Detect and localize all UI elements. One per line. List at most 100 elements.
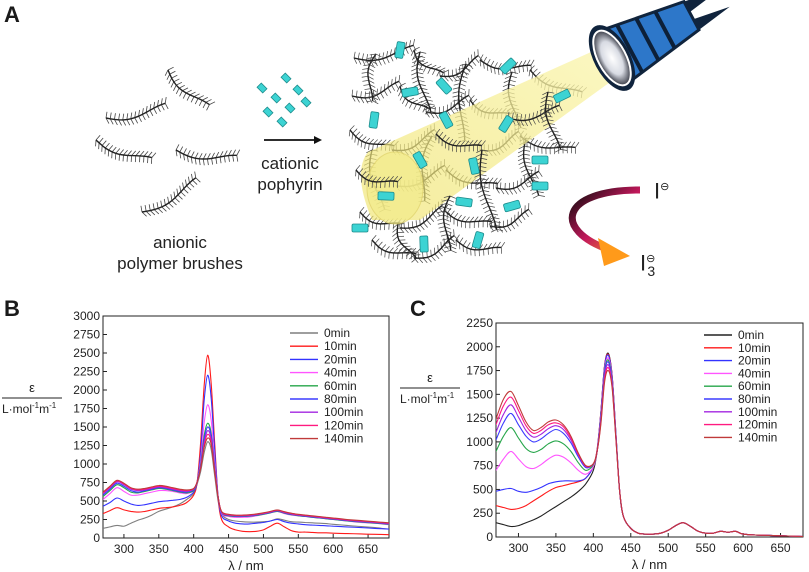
brush-bristle [126,113,129,120]
brush-bristle [416,68,424,71]
brush-bristle [458,99,465,103]
brush-bristle [149,210,156,216]
brush-bristle [405,100,409,107]
brush-bristle [450,250,457,254]
brush-bristle [477,55,483,61]
y-tick-label: 1250 [73,439,100,453]
brush-bristle [444,244,449,250]
brush-bristle [417,64,424,67]
brush-bristle [481,153,488,156]
brush-bristle [413,55,420,60]
brush-bristle [484,194,491,196]
brush-bristle [411,68,418,72]
brush-bristle [545,103,553,106]
porphyrin-icon [262,106,274,118]
brush-bristle [490,66,492,73]
brush-bristle [164,69,169,76]
brush-bristle [354,136,356,143]
brush-bristle [392,232,398,237]
x-axis-label: λ / nm [228,558,263,572]
brush-bristle [554,134,561,136]
brush-bristle [228,155,230,162]
brush-bristle [518,60,523,67]
brush-bristle [151,152,157,158]
brush-bristle [95,134,101,141]
brush-bristle [236,149,241,156]
brush-bristle [366,149,373,154]
brush-bristle [412,99,418,104]
brush-bristle [186,185,192,191]
brush-bristle [364,142,366,150]
network-brush [413,229,459,264]
brush-bristle [489,225,496,229]
brush-bristle [544,126,551,131]
brush-bristle [352,128,358,134]
brush-bristle [127,150,132,156]
brushes-label-line1: anionic [153,233,207,252]
brush-bristle [444,76,449,82]
brush-backbone [413,235,455,259]
brush-bristle [366,53,369,61]
brush-bristle [443,242,450,245]
brush-bristle [540,99,547,104]
brush-bristle [466,242,471,248]
brush-bristle [173,191,176,198]
brush-bristle [194,171,197,178]
polymer-brush [105,96,169,126]
brush-bristle [157,208,163,214]
brush-bristle [171,200,177,206]
brush-bristle [215,157,218,165]
brush-bristle [522,60,527,66]
brush-bristle [557,141,565,144]
triiodide-label: I⊖3 [640,248,680,282]
brush-bristle [421,87,428,90]
brush-bristle [527,178,532,185]
brush-bristle [173,84,177,91]
porphyrin-icon [351,223,369,233]
x-tick-label: 350 [149,542,169,556]
brush-bristle [456,140,461,147]
brush-bristle [164,96,167,104]
brush-bristle [413,46,420,51]
x-tick-label: 550 [696,541,716,555]
brush-bristle [175,144,180,151]
brush-bristle [517,153,524,158]
brush-bristle [488,221,495,225]
brush-bristle [367,75,374,80]
brush-bristle [167,196,170,204]
brush-bristle [520,184,525,191]
brush-backbone [105,102,166,121]
brush-bristle [540,115,547,119]
y-tick-label: 750 [80,476,100,490]
brush-bristle [189,182,195,188]
brush-bristle [366,60,370,67]
brush-bristle [474,216,479,222]
y-axis-label-denominator: L·mol-1m-1 [400,391,455,406]
brush-bristle [202,102,207,109]
network-brush [489,203,533,233]
brush-bristle [205,99,212,103]
brush-bristle [380,176,386,182]
brush-bristle [445,230,452,234]
brush-bristle [546,99,553,102]
porphyrin-icon [471,231,485,249]
brush-backbone [544,91,562,150]
brush-bristle [108,145,114,151]
brush-bristle [361,171,367,177]
brush-bristle [434,247,436,255]
porphyrin-icon [531,181,549,191]
brush-bristle [487,217,494,221]
legend-label-120min: 120min [324,418,363,432]
brush-bristle [409,102,413,109]
brush-bristle [119,149,124,155]
brush-bristle [361,71,368,74]
brush-bristle [560,149,567,151]
brush-bristle [416,72,424,75]
porphyrin-icon [468,157,480,175]
brush-bristle [461,75,468,79]
brush-bristle [402,249,408,254]
brush-bristle [571,141,576,148]
brush-bristle [348,129,351,137]
legend-label-80min: 80min [324,392,357,406]
brush-backbone [413,49,444,74]
